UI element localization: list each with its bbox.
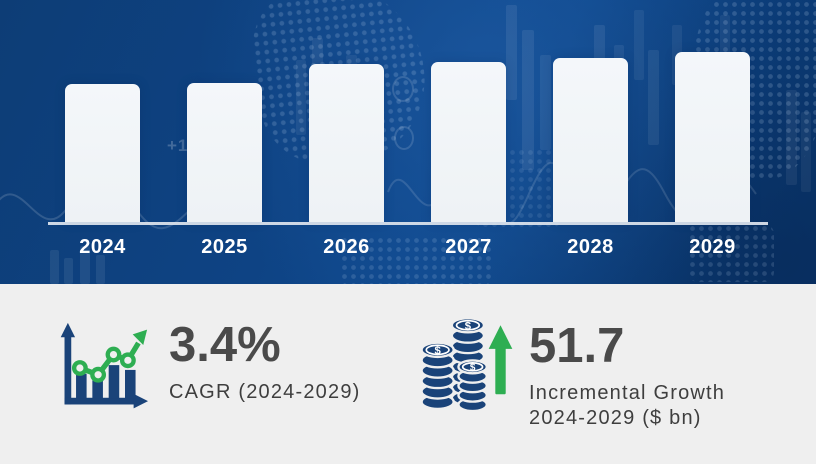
year-label: 2024 [79,236,126,258]
cagr-value: 3.4% [169,318,281,372]
incremental-growth-value: 51.7 [529,319,625,373]
coin-stacks-up-arrow-icon: $ $ [414,306,518,427]
year-label: 2026 [323,236,370,258]
year-label: 2027 [445,236,492,258]
candlestick-decoration [648,50,659,145]
svg-text:$: $ [470,363,476,374]
candlestick-decoration [540,55,551,150]
x-axis-line [48,222,768,225]
incremental-growth-label-line2: 2024-2029 ($ bn) [529,407,702,429]
faint-ticker-text: +1 [167,136,189,155]
market-size-chart-section: +1 2024 2025 2026 2027 2028 2029 [0,0,816,284]
svg-text:$: $ [465,320,472,332]
chart-bar-2024 [65,84,140,222]
candlestick-decoration [786,90,797,185]
growth-chart-icon [53,320,149,421]
chart-bar-2028 [553,58,628,222]
chart-bar-2029 [675,52,750,222]
year-label: 2028 [567,236,614,258]
incremental-growth-label-line1: Incremental Growth [529,382,726,404]
incremental-growth-label: Incremental Growth 2024-2029 ($ bn) [529,381,725,431]
chart-bar-2026 [309,64,384,222]
year-label: 2029 [689,236,736,258]
year-label: 2025 [201,236,248,258]
chart-bar-2027 [431,62,506,222]
candlestick-decoration [96,255,105,284]
candlestick-decoration [634,10,644,80]
candlestick-decoration [801,112,811,192]
ring-decoration [394,126,414,150]
candlestick-decoration [296,60,306,135]
dots-patch-decoration [340,236,492,284]
svg-text:$: $ [434,345,441,357]
candlestick-decoration [80,246,90,284]
candlestick-decoration [522,30,534,170]
candlestick-decoration [506,5,517,100]
candlestick-decoration [64,258,73,284]
key-stats-section: 3.4% CAGR (2024-2029) $ [0,284,816,464]
dots-patch-decoration [688,224,774,282]
cagr-label: CAGR (2024-2029) [169,381,361,403]
candlestick-decoration [50,250,59,284]
chart-bar-2025 [187,83,262,222]
ring-decoration [392,76,414,102]
